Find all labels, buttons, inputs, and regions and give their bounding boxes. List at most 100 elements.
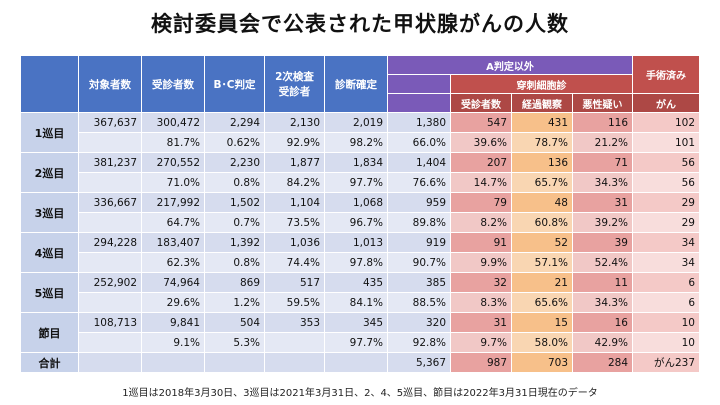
- row-label: 3巡目: [20, 192, 79, 233]
- corner-cell: [20, 55, 79, 113]
- table-cell: 2,019: [324, 112, 388, 133]
- table-cell: 1,404: [387, 152, 451, 173]
- table-row: 4巡目 294,228 183,407 1,392 1,036 1,013 919 91 52 3…: [20, 232, 700, 273]
- table-cell: 252,902: [78, 272, 142, 293]
- header-suspect: 悪性疑い: [572, 93, 633, 113]
- table-cell: 52: [511, 232, 573, 253]
- table-cell: 79: [450, 192, 512, 213]
- header-cancer: がん: [632, 93, 700, 113]
- table-cell: 0.8%: [204, 172, 265, 193]
- table-cell: 91: [450, 232, 512, 253]
- header-a-other-spacer2: [387, 93, 451, 113]
- table-cell: 207: [450, 152, 512, 173]
- table-cell: 59.5%: [264, 292, 325, 313]
- table-cell: 65.6%: [511, 292, 573, 313]
- table-cell: 2,130: [264, 112, 325, 133]
- table-cell: 21.2%: [572, 132, 633, 153]
- table-cell: [78, 292, 142, 313]
- table-cell: 385: [387, 272, 451, 293]
- total-row: 合計 5,367 987 703 284 がん237: [20, 352, 700, 373]
- table-row: 節目 108,713 9,841 504 353 345 320 31 15 16 10: [20, 312, 700, 353]
- table-cell: 0.7%: [204, 212, 265, 233]
- table-cell: 217,992: [141, 192, 205, 213]
- table-cell: 78.7%: [511, 132, 573, 153]
- total-cell: [78, 352, 142, 373]
- header-examined: 受診者数: [141, 55, 205, 113]
- total-cell: [204, 352, 265, 373]
- table-cell: 959: [387, 192, 451, 213]
- total-cell: がん237: [632, 352, 700, 373]
- table-cell: 5.3%: [204, 332, 265, 353]
- table-cell: 62.3%: [141, 252, 205, 273]
- table-cell: 97.7%: [324, 172, 388, 193]
- table-cell: 381,237: [78, 152, 142, 173]
- table-cell: 96.7%: [324, 212, 388, 233]
- footnote: 1巡目は2018年3月30日、3巡目は2021年3月31日、2、4、5巡目、節目…: [122, 388, 598, 399]
- table-cell: 1.2%: [204, 292, 265, 313]
- total-cell: 703: [511, 352, 573, 373]
- table-cell: 34.3%: [572, 292, 633, 313]
- table-cell: 136: [511, 152, 573, 173]
- table-cell: 66.0%: [387, 132, 451, 153]
- table-cell: 183,407: [141, 232, 205, 253]
- table-cell: 34: [632, 252, 700, 273]
- table-cell: [78, 332, 142, 353]
- table-cell: 367,637: [78, 112, 142, 133]
- header-bc: B･C判定: [204, 55, 265, 113]
- table-cell: 39: [572, 232, 633, 253]
- table-cell: 71.0%: [141, 172, 205, 193]
- table-cell: 320: [387, 312, 451, 333]
- table-row: 1巡目 367,637 300,472 2,294 2,130 2,019 1,380 547…: [20, 112, 700, 153]
- table-cell: 65.7%: [511, 172, 573, 193]
- table-cell: 345: [324, 312, 388, 333]
- table-cell: 300,472: [141, 112, 205, 133]
- table-cell: 92.8%: [387, 332, 451, 353]
- table-cell: 34.3%: [572, 172, 633, 193]
- table-cell: 84.1%: [324, 292, 388, 313]
- table-cell: 31: [572, 192, 633, 213]
- table-row: 71.0% 0.8% 84.2% 97.7% 76.6% 14.7% 65.7% 34.3% 5…: [21, 172, 700, 193]
- table-cell: 15: [511, 312, 573, 333]
- table-row: 81.7% 0.62% 92.9% 98.2% 66.0% 39.6% 78.7% 21.2%…: [21, 132, 700, 153]
- table-cell: 88.5%: [387, 292, 451, 313]
- table-cell: 336,667: [78, 192, 142, 213]
- table-cell: 102: [632, 112, 700, 133]
- table-cell: 90.7%: [387, 252, 451, 273]
- table-cell: 11: [572, 272, 633, 293]
- page-title: 検討委員会で公表された甲状腺がんの人数: [151, 12, 569, 36]
- table-cell: 76.6%: [387, 172, 451, 193]
- table-cell: 8.3%: [450, 292, 512, 313]
- table-cell: 9.9%: [450, 252, 512, 273]
- row-label: 節目: [20, 312, 79, 353]
- table-cell: 10: [632, 332, 700, 353]
- table-cell: 10: [632, 312, 700, 333]
- table-cell: 32: [450, 272, 512, 293]
- table-cell: 294,228: [78, 232, 142, 253]
- table-cell: 29: [632, 212, 700, 233]
- table-cell: 1,036: [264, 232, 325, 253]
- table-cell: 21: [511, 272, 573, 293]
- table-cell: 97.8%: [324, 252, 388, 273]
- table-cell: 1,502: [204, 192, 265, 213]
- table-cell: 6: [632, 292, 700, 313]
- table-cell: 81.7%: [141, 132, 205, 153]
- table-cell: 56: [632, 172, 700, 193]
- total-cell: [324, 352, 388, 373]
- total-cell: 284: [572, 352, 633, 373]
- table-cell: 1,104: [264, 192, 325, 213]
- table-cell: 9.7%: [450, 332, 512, 353]
- table-cell: 74,964: [141, 272, 205, 293]
- table-cell: 435: [324, 272, 388, 293]
- table-cell: 101: [632, 132, 700, 153]
- table-cell: 1,834: [324, 152, 388, 173]
- table-cell: 58.0%: [511, 332, 573, 353]
- table-cell: 97.7%: [324, 332, 388, 353]
- table-cell: 14.7%: [450, 172, 512, 193]
- table-cell: 48: [511, 192, 573, 213]
- table-cell: 108,713: [78, 312, 142, 333]
- table-cell: 73.5%: [264, 212, 325, 233]
- row-label: 5巡目: [20, 272, 79, 313]
- table-row: 2巡目 381,237 270,552 2,230 1,877 1,834 1,404 207…: [20, 152, 700, 193]
- total-cell: 5,367: [387, 352, 451, 373]
- table-cell: 29.6%: [141, 292, 205, 313]
